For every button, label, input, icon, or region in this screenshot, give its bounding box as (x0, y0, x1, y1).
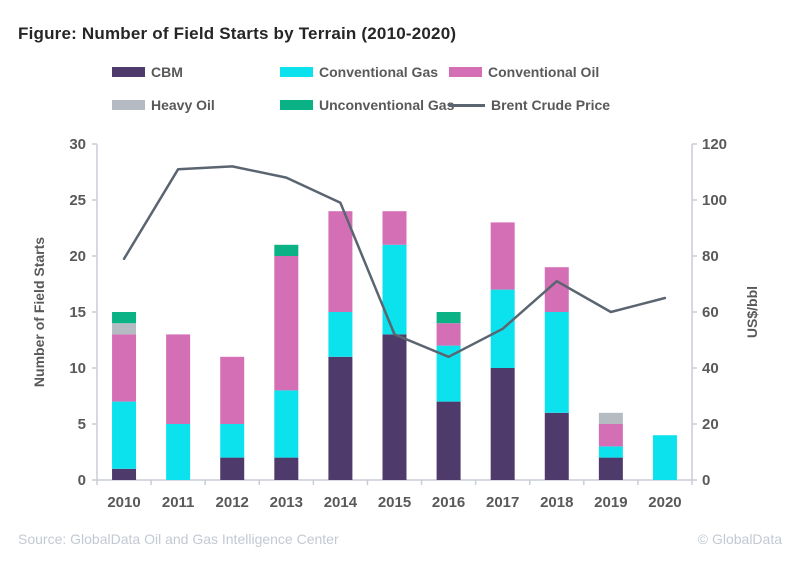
x-axis-category-label: 2011 (162, 494, 195, 511)
bar-segment-conventional-gas-2018 (544, 312, 569, 413)
brent-crude-price-line (122, 165, 667, 359)
x-axis-category-label: 2010 (107, 494, 140, 511)
x-axis-category-label: 2020 (648, 494, 681, 511)
right-axis-tick-label: 60 (702, 304, 719, 321)
x-axis-category-label: 2013 (270, 494, 303, 511)
bar-segment-conventional-gas-2020 (652, 435, 677, 480)
left-axis-tick-label: 5 (78, 416, 86, 433)
bar-segment-cbm-2012 (220, 457, 245, 480)
legend-label: Brent Crude Price (491, 97, 611, 113)
bar-segment-cbm-2014 (328, 356, 353, 480)
legend-label: Heavy Oil (151, 97, 215, 113)
bar-segment-conventional-oil-2012 (220, 356, 245, 424)
left-axis-title: Number of Field Starts (31, 237, 47, 387)
bar-segment-conventional-oil-2016 (436, 323, 461, 346)
legend-item-cbm: CBM (112, 64, 183, 80)
left-axis-tick-label: 15 (69, 304, 86, 321)
bar-segment-heavy-oil-2010 (112, 323, 137, 335)
bar-segment-conventional-oil-2011 (166, 334, 191, 424)
right-axis-tick-label: 40 (702, 360, 719, 377)
bar-segment-cbm-2013 (274, 457, 299, 480)
left-axis-tick-label: 20 (69, 248, 86, 265)
right-axis-tick-label: 100 (702, 192, 727, 209)
left-axis-tick-label: 0 (78, 472, 86, 489)
right-axis-title: US$/bbl (744, 286, 760, 338)
bar-segment-unconventional-gas-2010 (112, 312, 137, 324)
legend-label: Conventional Oil (488, 64, 600, 80)
bar-segment-conventional-gas-2010 (112, 401, 137, 469)
legend-item-conventional-oil: Conventional Oil (449, 64, 599, 80)
right-axis-tick-label: 0 (702, 472, 710, 489)
right-axis-tick-label: 20 (702, 416, 719, 433)
bar-segment-cbm-2015 (382, 334, 407, 480)
legend-color-swatch (280, 67, 313, 77)
copyright-note: © GlobalData (697, 531, 782, 547)
bar-segment-cbm-2019 (598, 457, 623, 480)
left-axis-tick-label: 10 (69, 360, 86, 377)
right-axis-tick-label: 80 (702, 248, 719, 265)
bar-segment-conventional-gas-2019 (598, 446, 623, 458)
bar-segment-conventional-oil-2014 (328, 211, 353, 312)
legend-item-unconventional-gas: Unconventional Gas (280, 97, 454, 113)
bar-segment-conventional-gas-2013 (274, 390, 299, 458)
bar-segment-conventional-oil-2010 (112, 334, 137, 402)
legend-color-swatch (112, 67, 145, 77)
x-axis-category-label: 2019 (594, 494, 627, 511)
bar-segment-conventional-gas-2014 (328, 312, 353, 357)
bar-segment-conventional-oil-2015 (382, 211, 407, 245)
legend-color-swatch (280, 100, 313, 110)
bar-segment-cbm-2017 (490, 368, 515, 480)
bar-segment-conventional-oil-2013 (274, 256, 299, 391)
legend-label: Conventional Gas (319, 64, 439, 80)
left-axis-tick-label: 30 (69, 136, 86, 153)
left-axis-tick-label: 25 (69, 192, 86, 209)
x-axis-category-label: 2015 (378, 494, 411, 511)
bar-segment-conventional-oil-2019 (598, 424, 623, 447)
bar-segment-conventional-gas-2015 (382, 244, 407, 335)
legend-item-brent-crude-price: Brent Crude Price (449, 97, 610, 113)
x-axis-category-label: 2012 (216, 494, 249, 511)
bar-segment-conventional-gas-2012 (220, 424, 245, 458)
source-note: Source: GlobalData Oil and Gas Intellige… (18, 531, 339, 547)
chart-legend: CBM Conventional Gas Conventional Oil Heavy… (0, 64, 800, 116)
x-axis-category-label: 2016 (432, 494, 465, 511)
bar-segment-unconventional-gas-2016 (436, 312, 461, 324)
legend-label: CBM (151, 64, 183, 80)
x-axis-category-label: 2017 (486, 494, 519, 511)
bar-segment-unconventional-gas-2013 (274, 244, 299, 256)
bar-segment-cbm-2016 (436, 401, 461, 480)
x-axis-category-label: 2018 (540, 494, 573, 511)
legend-line-swatch (449, 103, 485, 107)
bar-segment-conventional-gas-2011 (166, 424, 191, 480)
bar-segment-heavy-oil-2019 (598, 412, 623, 424)
bar-segment-cbm-2010 (112, 468, 137, 480)
bar-segment-conventional-gas-2016 (436, 345, 461, 402)
right-axis-tick-label: 120 (702, 136, 727, 153)
legend-item-heavy-oil: Heavy Oil (112, 97, 215, 113)
legend-color-swatch (449, 67, 482, 77)
legend-label: Unconventional Gas (319, 97, 455, 113)
bar-segment-cbm-2018 (544, 412, 569, 480)
chart-title: Figure: Number of Field Starts by Terrai… (18, 24, 457, 43)
legend-item-conventional-gas: Conventional Gas (280, 64, 438, 80)
x-axis-category-label: 2014 (324, 494, 358, 511)
bar-segment-conventional-oil-2017 (490, 222, 515, 290)
legend-color-swatch (112, 100, 145, 110)
